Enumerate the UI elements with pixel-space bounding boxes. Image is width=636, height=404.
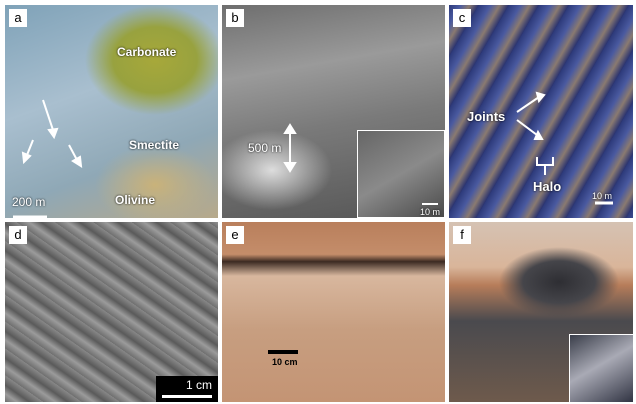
panel-letter: e (226, 226, 244, 244)
inset: 10 m (357, 130, 445, 218)
panel-letter: f (453, 226, 471, 244)
panel-letter: a (9, 9, 27, 27)
annotations (13, 99, 83, 218)
panel-letter: d (9, 226, 27, 244)
label: Carbonate (117, 45, 177, 59)
panel-e: e 10 cm (222, 222, 445, 402)
panel-letter: c (453, 9, 471, 27)
scale-label: 10 cm (272, 357, 298, 367)
panel-letter: b (226, 9, 244, 27)
label: Olivine (115, 193, 156, 207)
scale-bar (162, 395, 212, 398)
label: Halo (533, 179, 562, 194)
scale-label: 1 cm (185, 378, 212, 392)
panel-a: a Carbonate Smectite Olivine 200 m (5, 5, 218, 218)
scale-label: 10 m (419, 207, 440, 217)
panel-c: c Joints Halo 10 m (449, 5, 633, 218)
scale-label: 200 m (12, 195, 46, 209)
label: Smectite (129, 138, 180, 152)
panel-d: d 1 cm (5, 222, 218, 402)
panel-b: b 500 m 10 m (222, 5, 445, 218)
annotations (283, 123, 297, 173)
scale-label: 10 m (592, 191, 613, 201)
scale-bar (422, 203, 438, 205)
inset (569, 334, 633, 402)
scale-box: 1 cm (156, 376, 218, 402)
panel-f: f (449, 222, 633, 402)
annotations (516, 91, 613, 205)
scale-bar (268, 350, 298, 354)
scale-label: 500 m (248, 141, 282, 155)
label: Joints (467, 109, 506, 124)
